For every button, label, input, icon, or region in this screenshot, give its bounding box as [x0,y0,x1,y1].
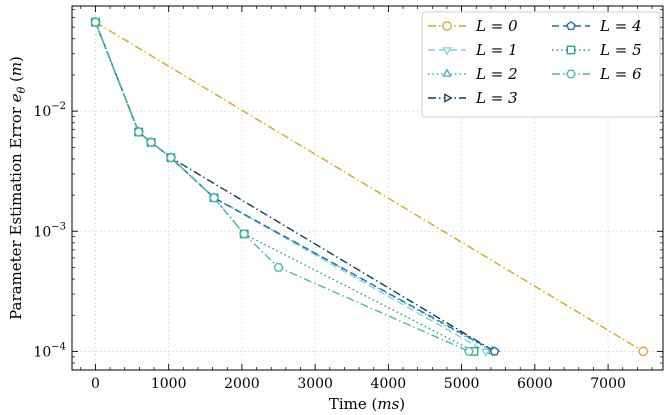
legend-marker [442,21,452,31]
ticks [72,6,663,371]
legend-label: L = 1 [475,41,518,59]
legend-marker [444,93,453,103]
y-axis-label: Parameter Estimation Error eθ (m) [7,56,28,320]
legend-label: L = 2 [475,65,518,83]
legend-entry: L = 1 [428,41,518,59]
series-6 [90,17,474,356]
x-tick-label: 2000 [224,376,260,392]
legend-marker [566,20,576,31]
y-tick-label: 10−4 [33,341,66,360]
axes-frame [71,5,664,371]
legend-label: L = 0 [475,17,518,35]
legend-marker [442,68,452,77]
data-point [463,347,474,356]
legend-entry: L = 5 [552,41,642,59]
legend: L = 0 L = 1 L = 2 L = 3 L = 4 L = 5 L = 6 [421,11,661,118]
series-line [94,21,493,353]
x-tick-label: 3000 [297,376,333,392]
legend-marker [566,69,576,79]
y-tick-label: 10−3 [33,221,66,240]
legend-entry: L = 4 [552,17,642,35]
legend-label: L = 3 [475,89,518,107]
x-tick-label: 6000 [517,376,553,392]
x-tick-label: 1000 [151,376,187,392]
legend-marker [566,45,576,55]
data-point [165,153,176,162]
data-point [146,138,157,147]
legend-marker [442,47,452,56]
data-point [273,263,284,272]
legend-label: L = 6 [599,65,642,83]
legend-entry: L = 0 [428,17,518,35]
legend-entry: L = 2 [428,65,518,83]
series-line [95,21,644,352]
x-tick-label: 7000 [590,376,626,392]
x-tick-label: 4000 [371,376,407,392]
legend-label: L = 5 [599,41,642,59]
series-line [94,21,475,353]
data-point [133,127,144,137]
legend-box [421,11,661,118]
data-point [481,348,491,357]
tick-labels: 0 1000 2000 3000 4000 5000 6000 7000 10−4 10−3 10−… [33,101,625,392]
x-axis-label: Time (ms) [329,395,405,413]
series-5 [91,17,479,356]
data-point [239,229,250,239]
data-point [638,346,649,357]
legend-entry: L = 6 [552,65,642,83]
data-point [489,346,500,356]
x-tick-label: 5000 [444,376,480,392]
y-tick-label: 10−2 [33,101,66,120]
data-point [90,17,101,27]
legend-label: L = 4 [599,17,642,35]
x-tick-label: 0 [91,376,100,392]
data-point [209,193,220,203]
plot-area [90,16,649,357]
legend-entry: L = 3 [428,89,518,107]
